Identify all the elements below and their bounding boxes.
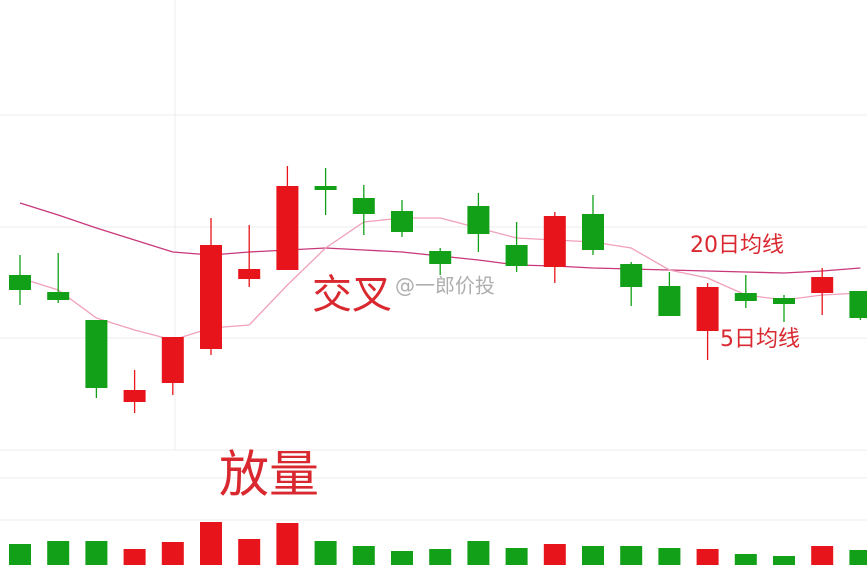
candle-body bbox=[123, 390, 146, 402]
volume-bar bbox=[696, 549, 719, 565]
candle-body bbox=[773, 298, 795, 304]
candle-body bbox=[238, 269, 261, 279]
volume-bar bbox=[620, 546, 643, 565]
annotation: 放量 bbox=[219, 446, 319, 504]
candle-body bbox=[276, 186, 299, 270]
volume-bar bbox=[811, 546, 834, 565]
legend-label: 20日均线 bbox=[690, 233, 784, 258]
volume-bar bbox=[161, 542, 184, 565]
candle-body bbox=[314, 186, 337, 190]
volume-bar bbox=[543, 544, 566, 565]
volume-bar bbox=[467, 541, 490, 565]
volume-bar bbox=[352, 546, 375, 565]
volume-bar bbox=[123, 549, 146, 565]
candle-body bbox=[505, 245, 528, 266]
volume-bar bbox=[773, 556, 795, 565]
candle-body bbox=[582, 214, 604, 250]
volume-bar bbox=[9, 544, 31, 565]
volume-bar bbox=[658, 548, 681, 565]
volume-bar bbox=[47, 541, 70, 565]
volume-bar bbox=[276, 523, 299, 565]
ma-line bbox=[19, 217, 861, 341]
candle-body bbox=[696, 287, 719, 331]
legend-label: 5日均线 bbox=[720, 327, 800, 352]
candle-body bbox=[620, 264, 643, 287]
candle-body bbox=[811, 277, 834, 293]
candle-body bbox=[9, 275, 31, 290]
candle-body bbox=[429, 251, 452, 264]
candle-body bbox=[849, 291, 867, 318]
volume-bar bbox=[849, 550, 867, 565]
candle-body bbox=[734, 293, 757, 301]
candle-body bbox=[467, 206, 490, 234]
candle-body bbox=[200, 245, 222, 349]
volume-bar bbox=[200, 522, 222, 565]
candle-body bbox=[47, 292, 70, 300]
annotation: 交叉 bbox=[312, 272, 392, 318]
candle-body bbox=[658, 286, 681, 316]
volume-bar bbox=[734, 554, 757, 565]
volume-bar bbox=[314, 541, 337, 565]
watermark: @一郎价投 bbox=[395, 274, 495, 298]
candle-body bbox=[161, 337, 184, 383]
volume-bar bbox=[391, 551, 413, 565]
volume-bar bbox=[85, 541, 108, 565]
candle-body bbox=[85, 320, 108, 388]
candle-body bbox=[352, 198, 375, 214]
volume-bar bbox=[238, 539, 261, 565]
candle-body bbox=[543, 216, 566, 267]
volume-bar bbox=[429, 549, 452, 565]
volume-bar bbox=[582, 546, 604, 565]
volume-bar bbox=[505, 548, 528, 565]
candle-body bbox=[391, 211, 413, 232]
